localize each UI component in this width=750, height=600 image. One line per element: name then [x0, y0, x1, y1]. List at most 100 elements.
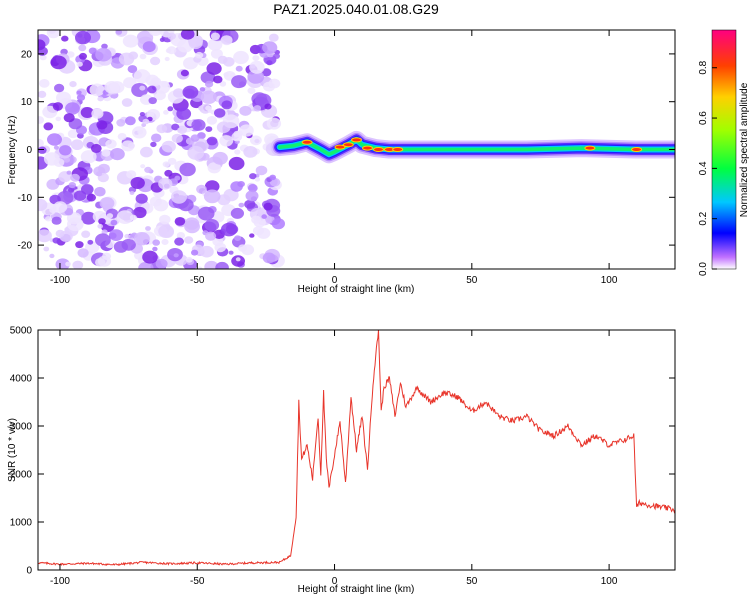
noise-blob: [228, 156, 245, 171]
noise-blob: [127, 65, 138, 74]
noise-blob: [133, 69, 151, 84]
noise-blob: [163, 31, 169, 36]
y-tick-label: 3000: [10, 422, 33, 433]
noise-blob: [223, 72, 229, 77]
noise-blob: [142, 41, 156, 53]
noise-blob: [174, 237, 185, 246]
noise-blob: [53, 145, 59, 150]
noise-blob: [220, 222, 238, 237]
noise-blob: [101, 43, 108, 49]
noise-blob: [203, 189, 221, 204]
noise-blob: [151, 133, 162, 143]
noise-blob: [115, 30, 123, 35]
noise-blob: [80, 107, 94, 118]
noise-blob: [104, 81, 120, 94]
noise-blob: [196, 266, 203, 269]
noise-blob: [255, 165, 268, 176]
noise-blob: [204, 180, 220, 193]
noise-blob: [239, 105, 252, 116]
noise-blob: [145, 226, 151, 231]
noise-blob: [220, 35, 233, 46]
y-tick-label: 4000: [10, 374, 33, 385]
noise-blob: [144, 166, 152, 173]
noise-blob: [191, 119, 206, 131]
noise-blob: [163, 110, 169, 115]
noise-blob: [140, 146, 153, 158]
noise-blob: [43, 246, 50, 252]
noise-blob: [252, 226, 265, 236]
noise-blob: [136, 30, 154, 45]
noise-blob: [184, 217, 200, 230]
noise-blob: [81, 230, 91, 238]
y-tick-label: 1000: [10, 518, 33, 529]
noise-blob: [199, 87, 206, 92]
noise-blob: [117, 133, 127, 141]
noise-blob: [187, 145, 205, 160]
noise-blob: [219, 135, 234, 147]
noise-blob: [245, 190, 259, 202]
noise-blob: [50, 55, 67, 70]
noise-blob: [70, 173, 80, 182]
noise-blob: [122, 34, 139, 48]
noise-blob: [204, 260, 219, 269]
noise-blob: [156, 124, 168, 134]
noise-blob: [264, 103, 272, 110]
spectrogram-y-label: Frequency (Hz): [7, 116, 18, 185]
noise-blob: [39, 79, 50, 88]
noise-blob: [52, 102, 64, 111]
noise-blob: [249, 60, 265, 74]
noise-blob: [116, 119, 126, 127]
noise-blob: [266, 60, 273, 66]
track-hotspot: [362, 145, 373, 151]
colorbar-label: Normalized spectral amplitude: [739, 82, 750, 217]
noise-blob: [55, 258, 70, 269]
noise-blob: [230, 207, 244, 219]
noise-blob: [214, 242, 227, 253]
noise-blob: [72, 260, 84, 269]
track-hotspot: [351, 137, 362, 143]
noise-blob: [95, 47, 112, 62]
noise-blob: [271, 218, 285, 230]
noise-blob: [102, 252, 112, 260]
noise-blob: [142, 118, 150, 125]
noise-blob: [176, 107, 192, 120]
noise-blob: [81, 184, 94, 195]
noise-blob: [252, 55, 260, 61]
noise-blob: [158, 224, 175, 238]
noise-blob: [261, 214, 268, 219]
noise-blob: [99, 197, 115, 210]
noise-blob: [167, 32, 176, 40]
noise-blob: [38, 116, 45, 124]
noise-blob: [148, 30, 163, 36]
y-tick-label: 0: [26, 145, 32, 156]
noise-blob: [150, 141, 157, 148]
noise-blob: [80, 211, 97, 225]
noise-blob: [140, 164, 146, 169]
noise-blob: [229, 72, 236, 78]
noise-blob: [179, 162, 196, 177]
noise-blob: [184, 236, 194, 244]
noise-blob: [263, 81, 275, 92]
x-tick-label: 100: [601, 576, 618, 587]
noise-blob: [64, 208, 74, 216]
track-hotspot: [342, 142, 354, 148]
noise-blob: [55, 116, 62, 122]
noise-blob: [67, 129, 79, 139]
noise-blob: [76, 94, 86, 101]
x-tick-label: 0: [332, 576, 338, 587]
noise-blob: [152, 246, 158, 252]
noise-blob: [123, 77, 137, 89]
noise-blob: [165, 48, 172, 54]
noise-blob: [155, 258, 168, 269]
y-tick-label: -10: [18, 193, 33, 204]
noise-region: [38, 30, 285, 269]
colorbar-tick-label: 0.4: [698, 161, 709, 175]
noise-blob: [153, 199, 169, 212]
noise-blob: [190, 134, 200, 142]
noise-blob: [91, 108, 104, 119]
signal-track: [270, 130, 675, 164]
noise-blob: [138, 261, 154, 269]
noise-blob: [38, 90, 47, 98]
y-tick-label: -20: [18, 241, 33, 252]
noise-blob: [97, 223, 103, 229]
